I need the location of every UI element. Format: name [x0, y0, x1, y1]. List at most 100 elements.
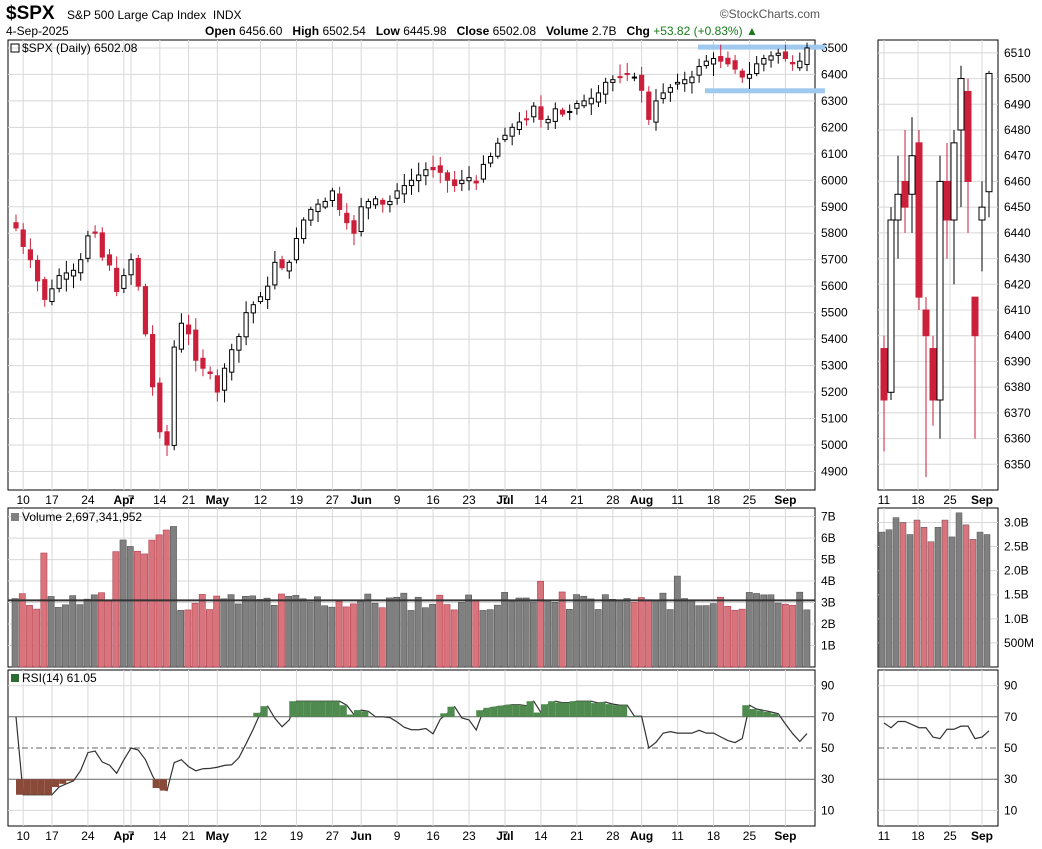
candle-body	[322, 200, 328, 208]
rsi-x-tick: Aug	[630, 829, 653, 843]
volume-bar	[364, 593, 372, 668]
candle-body	[588, 97, 594, 105]
candle-body	[545, 118, 551, 124]
zoom-rsi-x-tick: 11	[878, 829, 891, 843]
price-x-tick: May	[206, 493, 230, 507]
candle-body	[329, 190, 335, 201]
support-band	[705, 88, 825, 94]
candle-body	[502, 134, 508, 141]
rsi-x-tick: Jul	[496, 829, 513, 843]
volume-bar	[781, 603, 789, 668]
volume-bar	[537, 580, 544, 668]
candle-body	[344, 212, 350, 224]
price-x-tick: 19	[290, 493, 304, 507]
zoom-y-tick: 6380	[1004, 380, 1031, 394]
volume-bar	[105, 600, 113, 668]
zoom-volume-y-tick: 2.5B	[1004, 540, 1029, 554]
rsi-overbought-fill	[612, 705, 621, 717]
rsi-oversold-fill	[16, 779, 24, 795]
rsi-overbought-fill	[763, 712, 772, 717]
zoom-rsi-y-tick: 30	[1004, 772, 1018, 786]
volume-y-tick: 6B	[821, 531, 836, 545]
rsi-overbought-fill	[318, 701, 326, 717]
high-value: 6502.54	[322, 24, 366, 38]
price-x-tick: 11	[671, 493, 684, 507]
candle-body	[78, 259, 84, 274]
volume-bar	[278, 593, 285, 668]
rsi-overbought-fill	[749, 709, 757, 717]
volume-bar	[270, 604, 278, 668]
candle-body	[559, 109, 566, 115]
volume-bar	[328, 606, 336, 668]
candle-body	[372, 198, 379, 206]
candle-body	[92, 231, 98, 234]
candle-body	[739, 70, 745, 78]
candle-body	[236, 335, 242, 351]
volume-bar	[62, 604, 69, 668]
zoom-y-tick: 6390	[1004, 354, 1031, 368]
candle-body	[193, 329, 199, 361]
volume-bar	[645, 599, 652, 668]
zoom-candle-body	[985, 72, 993, 193]
volume-y-tick: 3B	[821, 596, 836, 610]
zoom-x-tick: 25	[943, 493, 957, 507]
price-x-tick: Jun	[350, 493, 371, 507]
volume-bar	[263, 597, 271, 668]
candle-body	[27, 249, 33, 261]
zoom-y-tick: 6500	[1004, 72, 1031, 86]
volume-bar	[450, 609, 458, 668]
volume-bar	[659, 592, 667, 668]
candle-body	[790, 61, 796, 65]
price-x-tick: 10	[17, 493, 31, 507]
ohlc-readout: Open 6456.60 High 6502.54 Low 6445.98 Cl…	[205, 24, 758, 38]
volume-bar	[529, 601, 537, 668]
candle-body	[754, 63, 760, 75]
candle-body	[121, 275, 127, 289]
volume-bar	[429, 603, 436, 668]
price-x-tick: 21	[182, 493, 196, 507]
candle-body	[301, 219, 307, 240]
candle-body	[660, 92, 666, 100]
candle-body	[516, 121, 522, 130]
rsi-line	[15, 700, 808, 796]
source-credit: ©StockCharts.com	[719, 7, 820, 21]
rsi-overbought-fill	[504, 704, 513, 717]
volume-bar	[753, 593, 760, 668]
zoom-candle-body	[978, 206, 986, 221]
candle-body	[401, 185, 407, 195]
volume-bar	[724, 605, 732, 668]
candle-body	[336, 193, 343, 210]
zoom-candle-body	[943, 180, 951, 221]
candle-body	[624, 73, 630, 76]
candle-body	[408, 179, 415, 187]
rsi-x-tick: 11	[671, 829, 684, 843]
price-x-tick: 12	[254, 493, 268, 507]
rsi-overbought-fill	[605, 704, 613, 717]
volume-bar	[508, 601, 516, 668]
volume-bar	[342, 606, 350, 668]
rsi-oversold-fill	[37, 779, 45, 795]
up-arrow-icon: ▲	[745, 24, 758, 38]
price-y-tick: 5400	[821, 332, 848, 346]
candle-body	[466, 177, 472, 182]
candle-body	[452, 179, 458, 187]
candle-body	[358, 206, 364, 233]
candle-body	[631, 76, 638, 79]
zoom-candle-body	[957, 78, 965, 131]
candle-body	[200, 357, 206, 369]
zoom-volume-y-tick: 1.0B	[1004, 612, 1029, 626]
volume-bar	[292, 595, 300, 668]
volume-bar	[796, 591, 804, 668]
rsi-overbought-fill	[533, 712, 541, 717]
zoom-candle-body	[936, 180, 944, 401]
rsi-oversold-fill	[44, 779, 52, 795]
volume-bar	[256, 599, 264, 668]
rsi-oversold-fill	[66, 779, 74, 781]
candle-body	[689, 76, 695, 84]
candle-body	[718, 56, 724, 62]
volume-bar	[83, 598, 91, 668]
candle-body	[387, 200, 393, 206]
candle-body	[164, 431, 170, 446]
candle-body	[746, 73, 753, 79]
candle-body	[250, 304, 256, 314]
